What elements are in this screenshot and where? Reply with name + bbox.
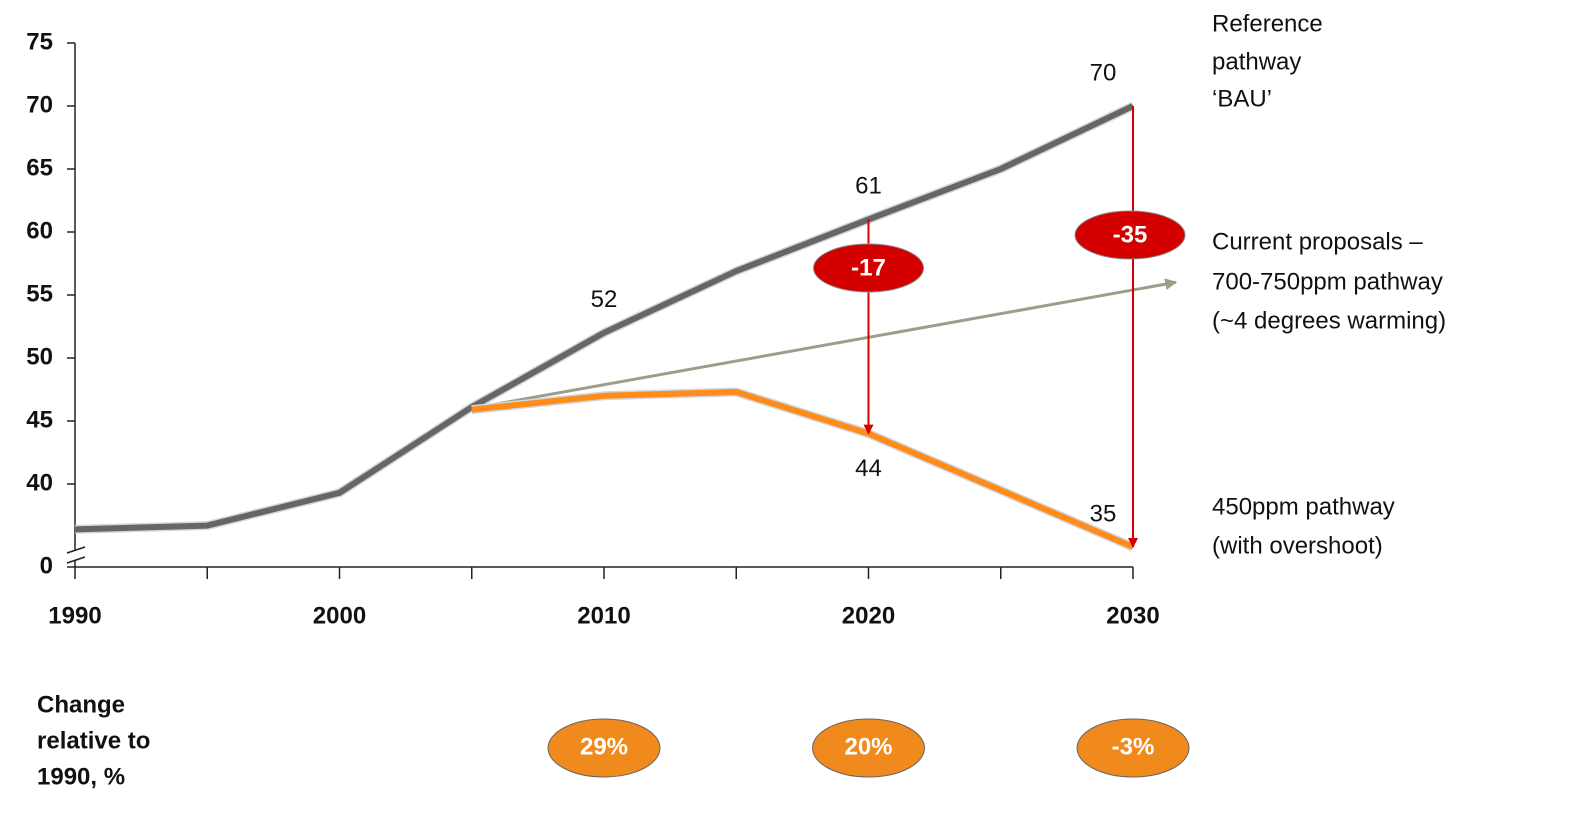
y-tick-label: 55 [26, 280, 53, 307]
y-tick-label: 75 [26, 28, 53, 55]
difference-badge [1074, 210, 1186, 260]
change-value: -3% [1112, 733, 1155, 760]
change-value: 29% [580, 733, 628, 760]
x-tick-label: 2020 [842, 602, 895, 629]
change-badge [547, 718, 661, 778]
x-tick-label: 2000 [313, 602, 366, 629]
data-label: 70 [1090, 59, 1117, 86]
data-label: 35 [1090, 500, 1117, 527]
series-name: 450ppm pathway [1212, 493, 1395, 520]
change-label: Change [37, 691, 125, 718]
y-tick-label: 0 [40, 552, 53, 579]
y-tick-label: 45 [26, 406, 53, 433]
series-name: pathway [1212, 48, 1301, 75]
y-tick-label: 50 [26, 343, 53, 370]
y-tick-label: 60 [26, 217, 53, 244]
change-value: 20% [844, 733, 892, 760]
series-name: (~4 degrees warming) [1212, 307, 1446, 334]
difference-label: -35 [1113, 221, 1148, 248]
axis-break-gap [67, 550, 83, 560]
axis-break [66, 546, 86, 554]
data-label: 44 [855, 455, 882, 482]
series-name: Current proposals – [1212, 228, 1423, 255]
data-label: 61 [855, 173, 882, 200]
series-line [74, 103, 1135, 533]
change-label: 1990, % [37, 763, 125, 790]
series-name: ‘BAU’ [1212, 85, 1272, 112]
series-line [471, 389, 1135, 550]
x-tick-label: 2010 [577, 602, 630, 629]
y-tick-label: 40 [26, 469, 53, 496]
change-label: relative to [37, 727, 150, 754]
axis-break [66, 556, 86, 564]
change-badge [812, 718, 925, 778]
series-line [471, 288, 1134, 410]
change-badge [1076, 718, 1190, 778]
difference-badge [813, 243, 924, 293]
y-tick-label: 65 [26, 154, 53, 181]
x-tick-label: 1990 [48, 602, 101, 629]
difference-label: -17 [851, 254, 886, 281]
series-name: 700-750ppm pathway [1212, 268, 1443, 295]
y-tick-label: 70 [26, 91, 53, 118]
arrow-extension [1132, 278, 1178, 292]
x-tick-label: 2030 [1106, 602, 1159, 629]
series-name: (with overshoot) [1212, 532, 1383, 559]
series-name: Reference [1212, 10, 1323, 37]
data-label: 52 [591, 286, 618, 313]
